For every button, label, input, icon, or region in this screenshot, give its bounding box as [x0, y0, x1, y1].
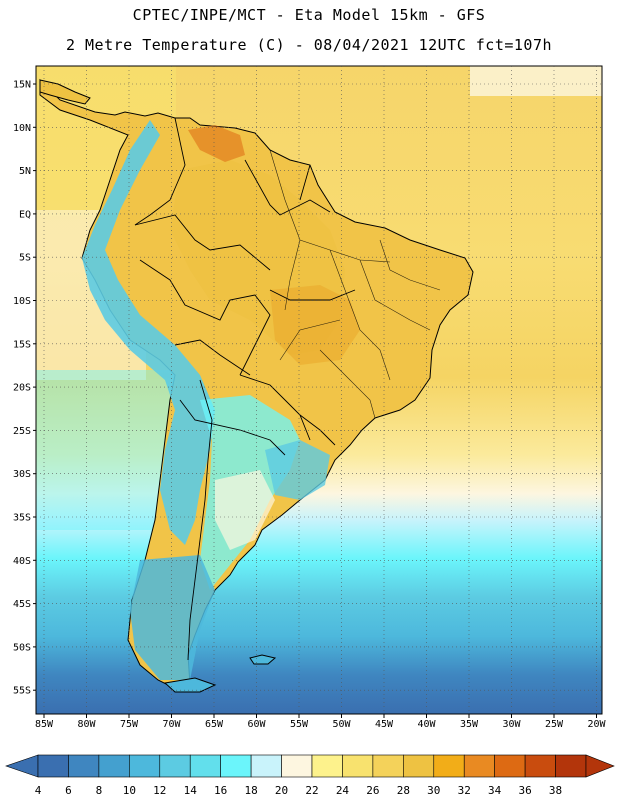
- colorbar-label: 24: [336, 784, 350, 797]
- lat-label: 10S: [13, 296, 31, 307]
- colorbar-swatch: [494, 754, 526, 778]
- colorbar-right-arrow: [585, 754, 615, 778]
- lon-label: 75W: [120, 719, 139, 730]
- colorbar: 4 6 8 10 12 14 16 18 20 22 24 26 28 30 32 34 36 38: [5, 754, 615, 797]
- pampas-mild-region: [215, 470, 275, 550]
- central-brazil-hot-region: [270, 285, 360, 365]
- central-america: [39, 79, 91, 105]
- lon-label: 85W: [35, 719, 54, 730]
- colorbar-label: 12: [153, 784, 166, 797]
- lat-label: 55S: [13, 686, 31, 697]
- colorbar-swatch: [37, 754, 69, 778]
- lat-label: 20S: [13, 383, 31, 394]
- lat-label: 5S: [19, 253, 31, 264]
- lat-label: 5N: [19, 166, 31, 177]
- lon-label: 60W: [247, 719, 266, 730]
- colorbar-label: 4: [35, 784, 42, 797]
- lat-label: EQ: [19, 209, 31, 220]
- lat-label: 25S: [13, 426, 31, 437]
- longitude-labels: 85W 80W 75W 70W 65W 60W 55W 50W 45W 40W 35W 30W 25W 2…: [35, 714, 607, 730]
- colorbar-label: 34: [488, 784, 502, 797]
- lat-label: 15N: [13, 80, 31, 91]
- colorbar-swatch: [555, 754, 587, 778]
- lat-label: 10N: [13, 123, 31, 134]
- colorbar-swatch: [189, 754, 221, 778]
- colorbar-swatch: [372, 754, 404, 778]
- lon-label: 55W: [290, 719, 309, 730]
- colorbar-label: 28: [397, 784, 410, 797]
- lon-label: 30W: [502, 719, 521, 730]
- colorbar-label: 36: [518, 784, 531, 797]
- colorbar-swatch: [433, 754, 465, 778]
- lat-label: 50S: [13, 642, 31, 653]
- pacific-cold-patch: [36, 370, 176, 530]
- lon-label: 45W: [375, 719, 394, 730]
- falkland-islands: [249, 654, 277, 665]
- graticule: [36, 66, 602, 714]
- ocean-warm-patch: [470, 66, 602, 96]
- title-line-2: 2 Metre Temperature (C) - 08/04/2021 12U…: [65, 36, 553, 54]
- colorbar-label: 32: [458, 784, 471, 797]
- colorbar-swatch: [129, 754, 161, 778]
- colorbar-left-arrow: [5, 754, 39, 778]
- colorbar-swatch: [281, 754, 313, 778]
- country-borders: [134, 117, 356, 661]
- lon-label: 70W: [162, 719, 181, 730]
- lat-label: 40S: [13, 556, 31, 567]
- colorbar-label: 26: [366, 784, 379, 797]
- lon-label: 65W: [205, 719, 224, 730]
- patagonia-cold-region: [130, 555, 215, 680]
- colorbar-swatch: [463, 754, 495, 778]
- tierra-del-fuego: [163, 677, 217, 693]
- map-frame: [35, 65, 603, 715]
- state-borders: [269, 149, 441, 419]
- colorbar-label: 14: [184, 784, 198, 797]
- colorbar-swatch: [220, 754, 252, 778]
- colorbar-label: 18: [244, 784, 257, 797]
- lon-label: 80W: [77, 719, 96, 730]
- lat-label: 15S: [13, 339, 31, 350]
- lat-label: 45S: [13, 599, 31, 610]
- lon-label: 35W: [460, 719, 479, 730]
- lon-label: 25W: [545, 719, 564, 730]
- colorbar-swatch: [524, 754, 556, 778]
- lat-label: 30S: [13, 469, 31, 480]
- latitude-labels: 15N 10N 5N EQ 5S 10S 15S 20S 25S 30S 35S 40S 45S 50S 5…: [13, 80, 36, 697]
- colorbar-swatch: [98, 754, 130, 778]
- colorbar-label: 20: [275, 784, 288, 797]
- colorbar-swatch: [68, 754, 100, 778]
- colorbar-label: 8: [96, 784, 103, 797]
- lon-label: 50W: [332, 719, 351, 730]
- lon-label: 20W: [587, 719, 606, 730]
- lon-label: 40W: [417, 719, 436, 730]
- colorbar-swatch: [311, 754, 343, 778]
- colorbar-label: 6: [65, 784, 72, 797]
- andes-cold-band: [82, 120, 215, 545]
- lat-label: 35S: [13, 513, 31, 524]
- colorbar-label: 30: [427, 784, 440, 797]
- map-area: [36, 66, 602, 714]
- colorbar-swatch: [159, 754, 191, 778]
- title-line-1: CPTEC/INPE/MCT - Eta Model 15km - GFS: [132, 6, 486, 24]
- colorbar-swatch: [250, 754, 282, 778]
- colorbar-swatch: [342, 754, 374, 778]
- colorbar-label: 38: [549, 784, 562, 797]
- colorbar-label: 22: [305, 784, 318, 797]
- colorbar-label: 10: [123, 784, 136, 797]
- venezuela-hot-spot: [188, 125, 245, 162]
- colorbar-swatch: [403, 754, 435, 778]
- uruguay-cool-region: [265, 440, 330, 500]
- colorbar-label: 16: [214, 784, 227, 797]
